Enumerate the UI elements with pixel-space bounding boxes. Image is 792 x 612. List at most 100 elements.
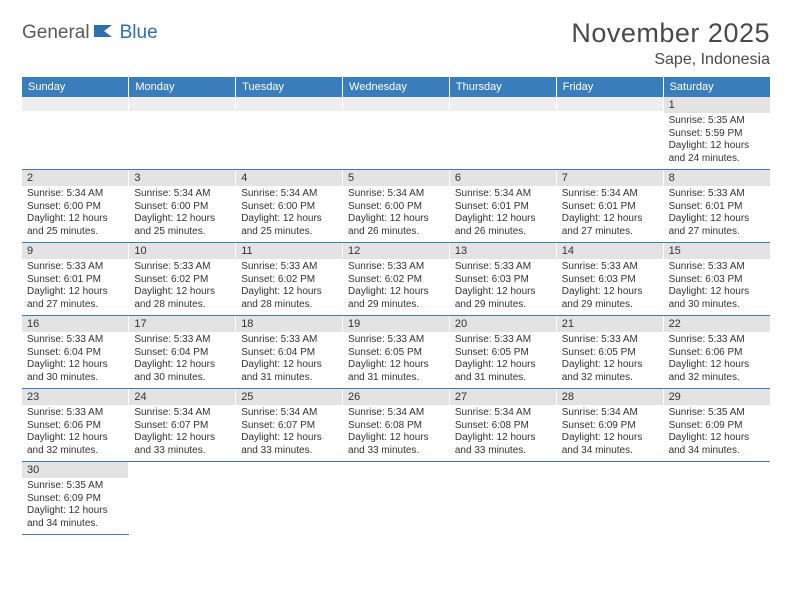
day-details: Sunrise: 5:35 AM Sunset: 6:09 PM Dayligh… xyxy=(664,405,770,461)
day-details: Sunrise: 5:33 AM Sunset: 6:05 PM Dayligh… xyxy=(557,332,663,388)
day-cell: 4 Sunrise: 5:34 AM Sunset: 6:00 PM Dayli… xyxy=(236,170,343,243)
day-number: 26 xyxy=(343,389,449,405)
day-cell: 15 Sunrise: 5:33 AM Sunset: 6:03 PM Dayl… xyxy=(663,243,770,316)
day-cell: 21 Sunrise: 5:33 AM Sunset: 6:05 PM Dayl… xyxy=(556,316,663,389)
day-cell: 29 Sunrise: 5:35 AM Sunset: 6:09 PM Dayl… xyxy=(663,389,770,462)
day-cell: 6 Sunrise: 5:34 AM Sunset: 6:01 PM Dayli… xyxy=(449,170,556,243)
weekday-header-row: Sunday Monday Tuesday Wednesday Thursday… xyxy=(22,77,770,97)
day-details: Sunrise: 5:34 AM Sunset: 6:01 PM Dayligh… xyxy=(450,186,556,242)
day-cell: 25 Sunrise: 5:34 AM Sunset: 6:07 PM Dayl… xyxy=(236,389,343,462)
day-cell: 26 Sunrise: 5:34 AM Sunset: 6:08 PM Dayl… xyxy=(343,389,450,462)
day-number: 6 xyxy=(450,170,556,186)
day-cell: 30 Sunrise: 5:35 AM Sunset: 6:09 PM Dayl… xyxy=(22,462,129,535)
logo-text-general: General xyxy=(22,22,90,44)
day-cell: 27 Sunrise: 5:34 AM Sunset: 6:08 PM Dayl… xyxy=(449,389,556,462)
empty-cell xyxy=(556,462,663,535)
calendar-row: 23 Sunrise: 5:33 AM Sunset: 6:06 PM Dayl… xyxy=(22,389,770,462)
day-number: 22 xyxy=(664,316,770,332)
day-number: 29 xyxy=(664,389,770,405)
logo-text-blue: Blue xyxy=(120,22,158,44)
day-cell: 9 Sunrise: 5:33 AM Sunset: 6:01 PM Dayli… xyxy=(22,243,129,316)
weekday-header: Saturday xyxy=(663,77,770,97)
weekday-header: Friday xyxy=(556,77,663,97)
day-number: 16 xyxy=(22,316,128,332)
day-number: 15 xyxy=(664,243,770,259)
day-number: 30 xyxy=(22,462,128,478)
calendar-row: 2 Sunrise: 5:34 AM Sunset: 6:00 PM Dayli… xyxy=(22,170,770,243)
empty-cell xyxy=(129,97,236,170)
day-cell: 18 Sunrise: 5:33 AM Sunset: 6:04 PM Dayl… xyxy=(236,316,343,389)
day-details: Sunrise: 5:33 AM Sunset: 6:06 PM Dayligh… xyxy=(664,332,770,388)
day-number: 12 xyxy=(343,243,449,259)
weekday-header: Wednesday xyxy=(343,77,450,97)
day-details: Sunrise: 5:33 AM Sunset: 6:06 PM Dayligh… xyxy=(22,405,128,461)
day-details: Sunrise: 5:33 AM Sunset: 6:02 PM Dayligh… xyxy=(129,259,235,315)
day-details: Sunrise: 5:34 AM Sunset: 6:08 PM Dayligh… xyxy=(343,405,449,461)
day-number: 23 xyxy=(22,389,128,405)
day-details: Sunrise: 5:33 AM Sunset: 6:03 PM Dayligh… xyxy=(557,259,663,315)
day-details: Sunrise: 5:33 AM Sunset: 6:03 PM Dayligh… xyxy=(664,259,770,315)
empty-cell xyxy=(343,97,450,170)
day-cell: 3 Sunrise: 5:34 AM Sunset: 6:00 PM Dayli… xyxy=(129,170,236,243)
day-cell: 23 Sunrise: 5:33 AM Sunset: 6:06 PM Dayl… xyxy=(22,389,129,462)
day-details: Sunrise: 5:34 AM Sunset: 6:00 PM Dayligh… xyxy=(22,186,128,242)
day-cell: 28 Sunrise: 5:34 AM Sunset: 6:09 PM Dayl… xyxy=(556,389,663,462)
day-number: 8 xyxy=(664,170,770,186)
empty-cell xyxy=(22,97,129,170)
empty-cell xyxy=(236,462,343,535)
day-cell: 20 Sunrise: 5:33 AM Sunset: 6:05 PM Dayl… xyxy=(449,316,556,389)
empty-cell xyxy=(343,462,450,535)
calendar-row: 9 Sunrise: 5:33 AM Sunset: 6:01 PM Dayli… xyxy=(22,243,770,316)
day-details: Sunrise: 5:33 AM Sunset: 6:05 PM Dayligh… xyxy=(343,332,449,388)
day-cell: 13 Sunrise: 5:33 AM Sunset: 6:03 PM Dayl… xyxy=(449,243,556,316)
location: Sape, Indonesia xyxy=(571,51,770,69)
day-number: 7 xyxy=(557,170,663,186)
day-number: 25 xyxy=(236,389,342,405)
day-details: Sunrise: 5:33 AM Sunset: 6:04 PM Dayligh… xyxy=(129,332,235,388)
day-number: 2 xyxy=(22,170,128,186)
empty-cell xyxy=(129,462,236,535)
day-cell: 24 Sunrise: 5:34 AM Sunset: 6:07 PM Dayl… xyxy=(129,389,236,462)
day-details: Sunrise: 5:34 AM Sunset: 6:07 PM Dayligh… xyxy=(129,405,235,461)
day-details: Sunrise: 5:34 AM Sunset: 6:00 PM Dayligh… xyxy=(236,186,342,242)
day-cell: 11 Sunrise: 5:33 AM Sunset: 6:02 PM Dayl… xyxy=(236,243,343,316)
weekday-header: Tuesday xyxy=(236,77,343,97)
day-details: Sunrise: 5:33 AM Sunset: 6:04 PM Dayligh… xyxy=(22,332,128,388)
day-cell: 14 Sunrise: 5:33 AM Sunset: 6:03 PM Dayl… xyxy=(556,243,663,316)
day-number: 9 xyxy=(22,243,128,259)
day-details: Sunrise: 5:33 AM Sunset: 6:04 PM Dayligh… xyxy=(236,332,342,388)
header: General Blue November 2025 Sape, Indones… xyxy=(22,18,770,69)
day-details: Sunrise: 5:34 AM Sunset: 6:09 PM Dayligh… xyxy=(557,405,663,461)
day-cell: 22 Sunrise: 5:33 AM Sunset: 6:06 PM Dayl… xyxy=(663,316,770,389)
empty-cell xyxy=(236,97,343,170)
day-cell: 17 Sunrise: 5:33 AM Sunset: 6:04 PM Dayl… xyxy=(129,316,236,389)
day-cell: 2 Sunrise: 5:34 AM Sunset: 6:00 PM Dayli… xyxy=(22,170,129,243)
day-details: Sunrise: 5:34 AM Sunset: 6:00 PM Dayligh… xyxy=(129,186,235,242)
day-details: Sunrise: 5:35 AM Sunset: 5:59 PM Dayligh… xyxy=(664,113,770,169)
day-details: Sunrise: 5:33 AM Sunset: 6:01 PM Dayligh… xyxy=(664,186,770,242)
day-cell: 8 Sunrise: 5:33 AM Sunset: 6:01 PM Dayli… xyxy=(663,170,770,243)
weekday-header: Monday xyxy=(129,77,236,97)
day-details: Sunrise: 5:35 AM Sunset: 6:09 PM Dayligh… xyxy=(22,478,128,534)
day-number: 21 xyxy=(557,316,663,332)
day-cell: 16 Sunrise: 5:33 AM Sunset: 6:04 PM Dayl… xyxy=(22,316,129,389)
day-number: 20 xyxy=(450,316,556,332)
day-number: 3 xyxy=(129,170,235,186)
day-number: 28 xyxy=(557,389,663,405)
day-details: Sunrise: 5:34 AM Sunset: 6:00 PM Dayligh… xyxy=(343,186,449,242)
logo: General Blue xyxy=(22,18,158,44)
day-number: 10 xyxy=(129,243,235,259)
calendar-row: 16 Sunrise: 5:33 AM Sunset: 6:04 PM Dayl… xyxy=(22,316,770,389)
day-cell: 12 Sunrise: 5:33 AM Sunset: 6:02 PM Dayl… xyxy=(343,243,450,316)
day-number: 4 xyxy=(236,170,342,186)
day-number: 1 xyxy=(664,97,770,113)
day-details: Sunrise: 5:34 AM Sunset: 6:07 PM Dayligh… xyxy=(236,405,342,461)
month-title: November 2025 xyxy=(571,18,770,49)
day-details: Sunrise: 5:34 AM Sunset: 6:08 PM Dayligh… xyxy=(450,405,556,461)
day-number: 24 xyxy=(129,389,235,405)
day-cell: 10 Sunrise: 5:33 AM Sunset: 6:02 PM Dayl… xyxy=(129,243,236,316)
empty-cell xyxy=(663,462,770,535)
title-block: November 2025 Sape, Indonesia xyxy=(571,18,770,69)
day-details: Sunrise: 5:33 AM Sunset: 6:01 PM Dayligh… xyxy=(22,259,128,315)
empty-cell xyxy=(449,97,556,170)
